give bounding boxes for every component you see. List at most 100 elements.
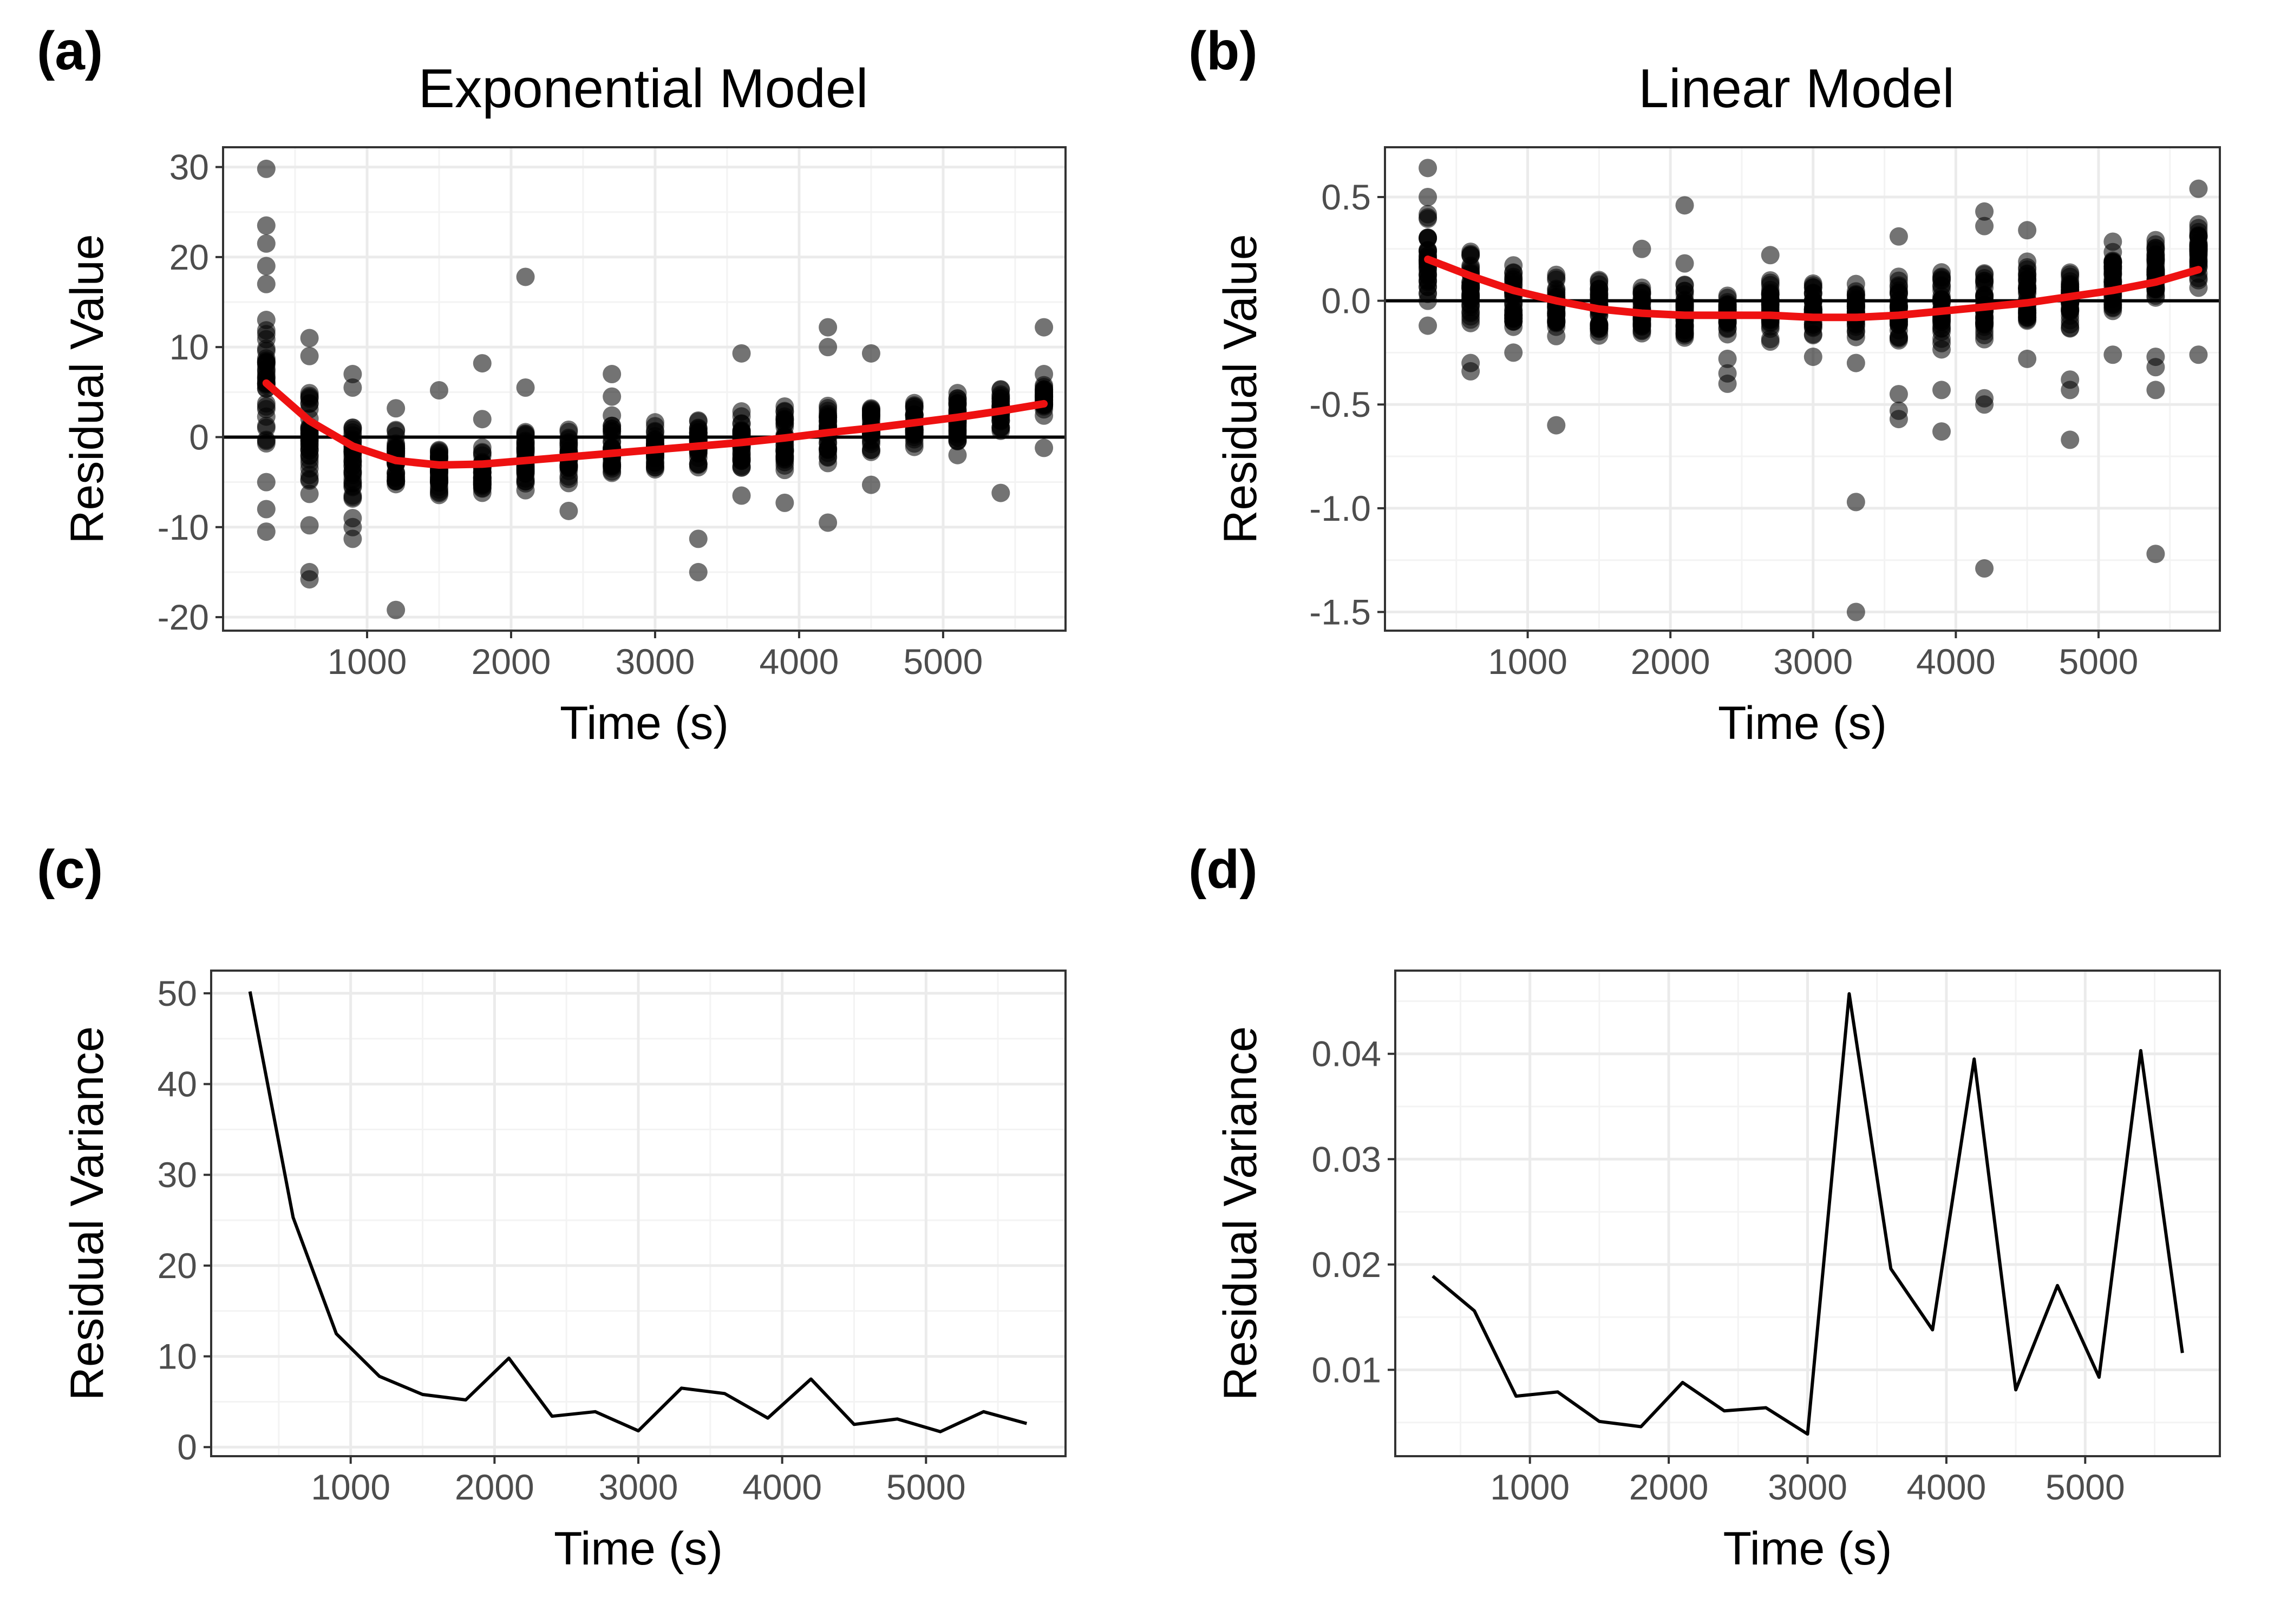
x-axis-title: Time (s) [554,1523,723,1575]
outlier-point [1461,362,1480,381]
outlier-point [2146,358,2165,377]
data-point [1932,340,1951,359]
outlier-point [1889,385,1908,404]
x-tick-label: 3000 [1773,641,1853,682]
outlier-point [1889,227,1908,246]
outlier-point [1419,187,1437,206]
x-tick-label: 5000 [2046,1467,2125,1507]
data-point [300,466,319,484]
y-axis-title: Residual Variance [61,1026,113,1401]
data-point [819,402,838,421]
panel-frame [1384,146,2221,632]
x-tick-label: 2000 [1629,1467,1709,1507]
outlier-point [732,486,751,505]
outlier-point [1761,246,1780,265]
outlier-point [516,267,535,286]
x-tick-label: 1000 [1488,641,1567,682]
outlier-point [689,529,708,548]
outlier-point [473,410,492,429]
y-tick-label: 30 [169,147,209,187]
outlier-point [559,501,578,520]
data-point [775,414,794,433]
data-point [1461,245,1480,264]
panel-a-plot: 1000 2000 3000 4000 5000 -20 -10 0 10 20 30 Time (s… [61,146,1067,749]
outlier-point [1846,353,1865,372]
y-axis-title: Residual Value [61,234,113,543]
x-tick-label: 4000 [760,641,839,682]
outlier-point [819,513,838,532]
panel-d-tag: (d) [1188,839,1258,900]
x-tick-label: 3000 [1768,1467,1847,1507]
outlier-point [1632,239,1651,258]
data-point [1889,276,1908,295]
x-tick-label: 1000 [328,641,407,682]
outlier-point [2061,381,2080,400]
data-point [1761,295,1780,314]
outlier-point [948,446,967,464]
data-point [1504,303,1523,322]
x-tick-label: 5000 [904,641,983,682]
outlier-point [1718,374,1737,393]
data-point [1889,328,1908,346]
panel-frame [210,970,1067,1457]
data-point [819,454,838,473]
outlier-point [473,354,492,373]
outlier-point [1035,438,1054,457]
outlier-point [257,473,276,492]
data-point [300,446,319,465]
outlier-point [300,329,319,348]
outlier-point [1932,422,1951,441]
data-point [861,399,880,418]
y-tick-label: 10 [158,1337,197,1377]
y-tick-label: 0.01 [1312,1350,1381,1390]
data-point [603,416,622,435]
outlier-point [300,570,319,589]
data-point [1419,242,1437,261]
panel-b-title: Linear Model [1638,58,1955,119]
x-tick-label: 1000 [311,1467,390,1507]
outlier-point [387,600,406,619]
outlier-point [603,387,622,406]
data-point [1803,278,1822,297]
data-point [1761,330,1780,349]
outlier-point [819,338,838,357]
y-axis-title: Residual Variance [1214,1026,1266,1401]
outlier-point [689,562,708,581]
x-tick-label: 3000 [616,641,695,682]
outlier-point [1035,318,1054,337]
data-point [429,442,448,461]
x-axis-title: Time (s) [1723,1523,1892,1575]
data-point [2061,265,2080,284]
data-point [300,484,319,503]
outlier-point [2146,381,2165,400]
outlier-point [257,274,276,293]
data-point [300,394,319,412]
data-point [1419,261,1437,280]
x-tick-label: 5000 [886,1467,966,1507]
data-point [1675,276,1694,294]
data-point [775,448,794,467]
outlier-point [991,483,1010,502]
outlier-point [2146,545,2165,564]
data-point [559,474,578,493]
x-tick-label: 2000 [455,1467,534,1507]
smooth-trend-line [1424,256,2203,322]
data-point [1975,272,1994,291]
outlier-point [387,399,406,418]
outlier-point [1975,202,1994,221]
data-point [1461,310,1480,329]
panel-b-tag: (b) [1188,21,1258,81]
outlier-point [257,216,276,235]
y-tick-label: 20 [169,237,209,277]
y-tick-label: 0.0 [1321,281,1371,321]
data-point [1419,208,1437,227]
y-tick-label: 10 [169,327,209,367]
outlier-point [1675,254,1694,273]
panel-d-plot: 1000 2000 3000 4000 5000 0.01 0.02 0.03 0.04 Time… [1214,970,2221,1575]
panel-a-tag: (a) [37,21,103,81]
outlier-point [1675,196,1694,215]
data-point [473,438,492,457]
outlier-point [819,318,838,337]
outlier-point [343,529,362,548]
y-tick-label: 50 [158,973,197,1013]
